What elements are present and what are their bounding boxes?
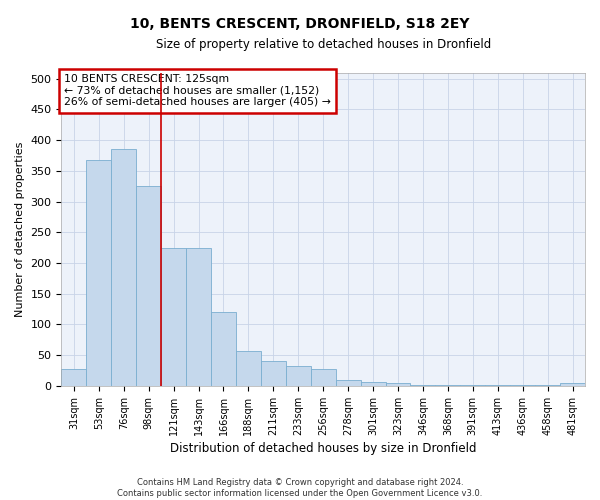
Text: Contains HM Land Registry data © Crown copyright and database right 2024.
Contai: Contains HM Land Registry data © Crown c… (118, 478, 482, 498)
Text: 10, BENTS CRESCENT, DRONFIELD, S18 2EY: 10, BENTS CRESCENT, DRONFIELD, S18 2EY (130, 18, 470, 32)
Bar (236, 351, 261, 386)
Bar (410, 384, 436, 386)
Bar (560, 383, 585, 386)
Bar (186, 248, 211, 386)
Bar (386, 383, 410, 386)
Bar (136, 186, 161, 386)
Bar (161, 248, 186, 386)
Bar (211, 312, 236, 386)
Title: Size of property relative to detached houses in Dronfield: Size of property relative to detached ho… (155, 38, 491, 51)
X-axis label: Distribution of detached houses by size in Dronfield: Distribution of detached houses by size … (170, 442, 476, 455)
Bar (335, 380, 361, 386)
Bar (361, 382, 386, 386)
Bar (61, 368, 86, 386)
Bar (286, 366, 311, 386)
Text: 10 BENTS CRESCENT: 125sqm
← 73% of detached houses are smaller (1,152)
26% of se: 10 BENTS CRESCENT: 125sqm ← 73% of detac… (64, 74, 331, 108)
Bar (261, 362, 286, 386)
Y-axis label: Number of detached properties: Number of detached properties (15, 142, 25, 317)
Bar (86, 160, 111, 386)
Bar (311, 368, 335, 386)
Bar (111, 150, 136, 386)
